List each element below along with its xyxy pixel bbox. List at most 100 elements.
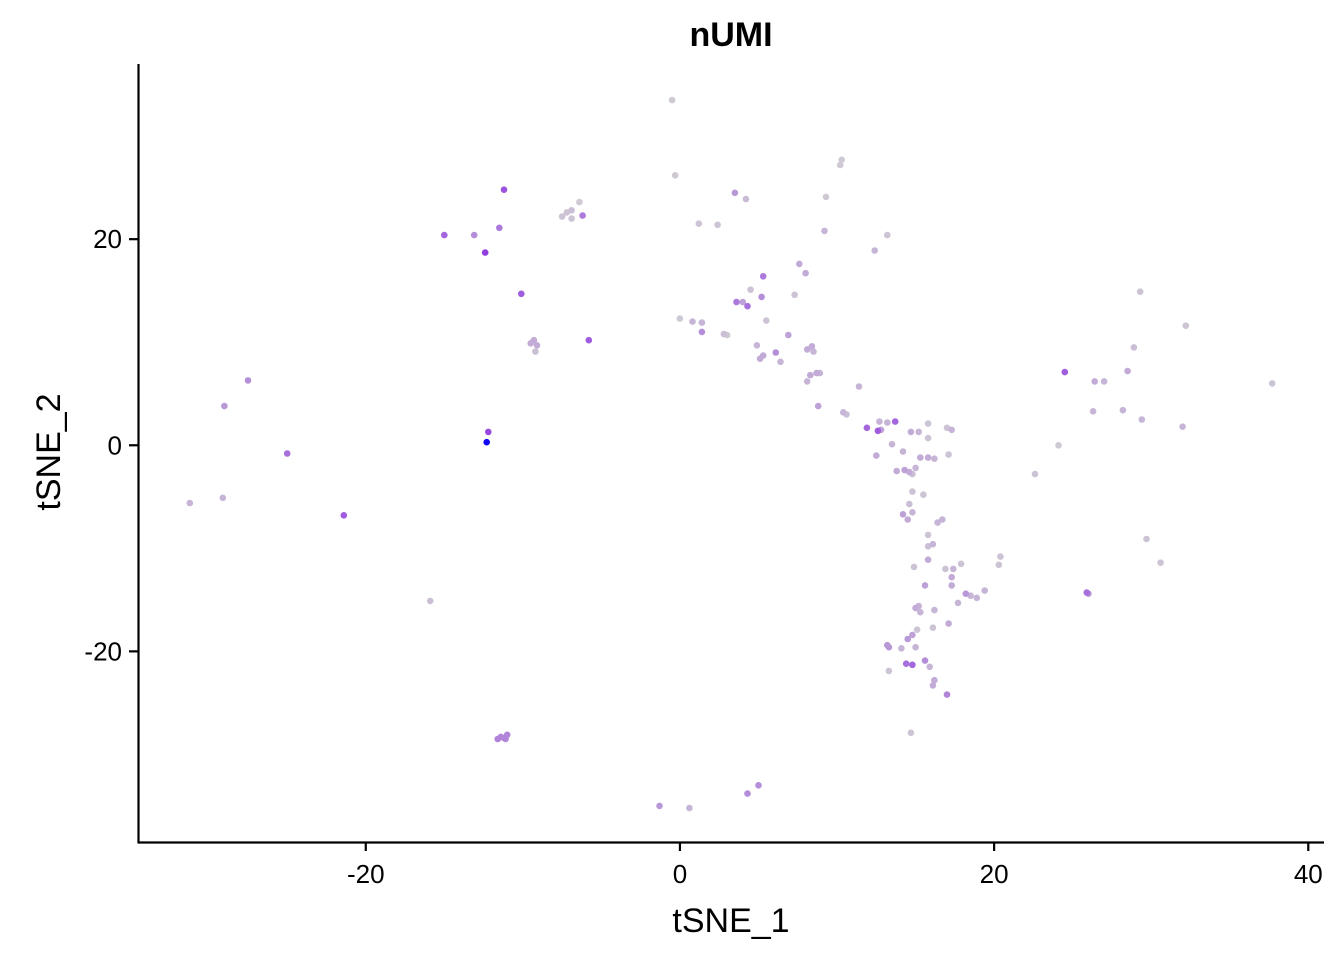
data-point xyxy=(995,561,1003,569)
x-tick-label: 0 xyxy=(673,859,687,889)
data-point xyxy=(885,667,893,675)
x-axis-label: tSNE_1 xyxy=(672,902,789,940)
data-point xyxy=(1138,416,1146,423)
chart-title: nUMI xyxy=(689,16,772,54)
data-point xyxy=(884,419,891,426)
data-point xyxy=(500,186,508,193)
data-point xyxy=(1136,288,1144,296)
data-point xyxy=(759,273,767,280)
data-point xyxy=(921,582,929,589)
data-point xyxy=(807,371,814,379)
data-point xyxy=(1130,344,1138,351)
data-point xyxy=(1157,559,1164,566)
data-point xyxy=(744,302,751,310)
data-point xyxy=(876,418,883,425)
data-point xyxy=(885,643,893,651)
data-point xyxy=(810,348,817,355)
data-point xyxy=(668,96,676,104)
data-point xyxy=(558,213,566,220)
data-point xyxy=(912,643,919,651)
x-tick-label: 40 xyxy=(1294,859,1323,889)
data-point xyxy=(924,454,932,461)
data-point xyxy=(888,440,896,448)
data-point xyxy=(950,565,957,573)
data-point xyxy=(822,193,830,201)
x-axis-ticks: -20 0 20 40 xyxy=(347,842,1323,889)
data-point xyxy=(755,782,762,789)
data-point xyxy=(921,657,929,664)
data-point xyxy=(796,260,803,268)
data-point xyxy=(917,608,924,616)
y-axis-label: tSNE_2 xyxy=(30,393,68,510)
data-point xyxy=(939,516,946,523)
data-point xyxy=(931,455,938,463)
data-point xyxy=(579,212,586,219)
data-point xyxy=(962,590,970,597)
data-point xyxy=(753,342,761,349)
data-point xyxy=(884,231,891,239)
data-point xyxy=(981,587,988,594)
data-point xyxy=(924,556,932,563)
y-tick-label: 0 xyxy=(108,430,122,460)
data-point xyxy=(913,626,921,633)
data-point xyxy=(912,464,919,472)
data-point xyxy=(931,676,938,684)
data-point xyxy=(873,452,880,459)
data-point xyxy=(909,631,916,639)
data-point xyxy=(426,597,434,605)
data-point xyxy=(904,516,911,523)
data-point xyxy=(283,450,291,457)
y-axis-ticks: -20 0 20 xyxy=(84,224,138,666)
data-point xyxy=(912,604,919,612)
data-point xyxy=(1031,470,1039,478)
y-tick-label: -20 xyxy=(84,636,122,666)
data-point xyxy=(871,247,878,254)
data-point xyxy=(948,426,955,434)
data-point xyxy=(1268,380,1276,387)
data-point xyxy=(924,531,932,539)
data-point xyxy=(481,249,489,256)
data-point xyxy=(340,512,348,519)
data-point xyxy=(863,424,871,432)
data-point xyxy=(957,560,965,568)
data-point xyxy=(1124,367,1131,375)
data-point xyxy=(568,207,575,214)
data-point xyxy=(532,348,539,355)
x-tick-label: 20 xyxy=(980,859,1009,889)
data-point xyxy=(744,790,751,797)
data-point xyxy=(496,224,503,232)
data-point xyxy=(1091,378,1098,385)
data-point xyxy=(244,377,252,384)
data-point xyxy=(1089,408,1097,415)
data-point xyxy=(756,355,764,363)
data-point xyxy=(568,215,575,222)
data-point xyxy=(997,553,1004,560)
data-point xyxy=(874,427,882,435)
data-point xyxy=(931,606,938,614)
data-point xyxy=(948,582,955,589)
data-point xyxy=(1083,589,1091,596)
data-point xyxy=(518,290,525,298)
data-point xyxy=(906,500,913,508)
data-point xyxy=(954,599,962,607)
data-point xyxy=(917,454,924,461)
data-point xyxy=(221,402,228,410)
data-point xyxy=(494,735,502,743)
data-point xyxy=(907,729,915,737)
data-point xyxy=(733,298,740,306)
data-point xyxy=(891,418,899,425)
data-point xyxy=(898,645,905,652)
data-point xyxy=(943,691,951,698)
data-point xyxy=(901,466,908,474)
data-point xyxy=(585,336,593,344)
data-point xyxy=(1055,442,1062,449)
data-point xyxy=(929,682,937,689)
y-tick-label: 20 xyxy=(93,224,122,254)
data-point xyxy=(698,328,706,336)
data-point xyxy=(777,358,784,366)
data-point xyxy=(533,342,541,349)
data-point xyxy=(808,343,816,350)
data-point xyxy=(899,448,907,455)
data-point xyxy=(924,420,932,427)
data-point xyxy=(219,494,227,502)
